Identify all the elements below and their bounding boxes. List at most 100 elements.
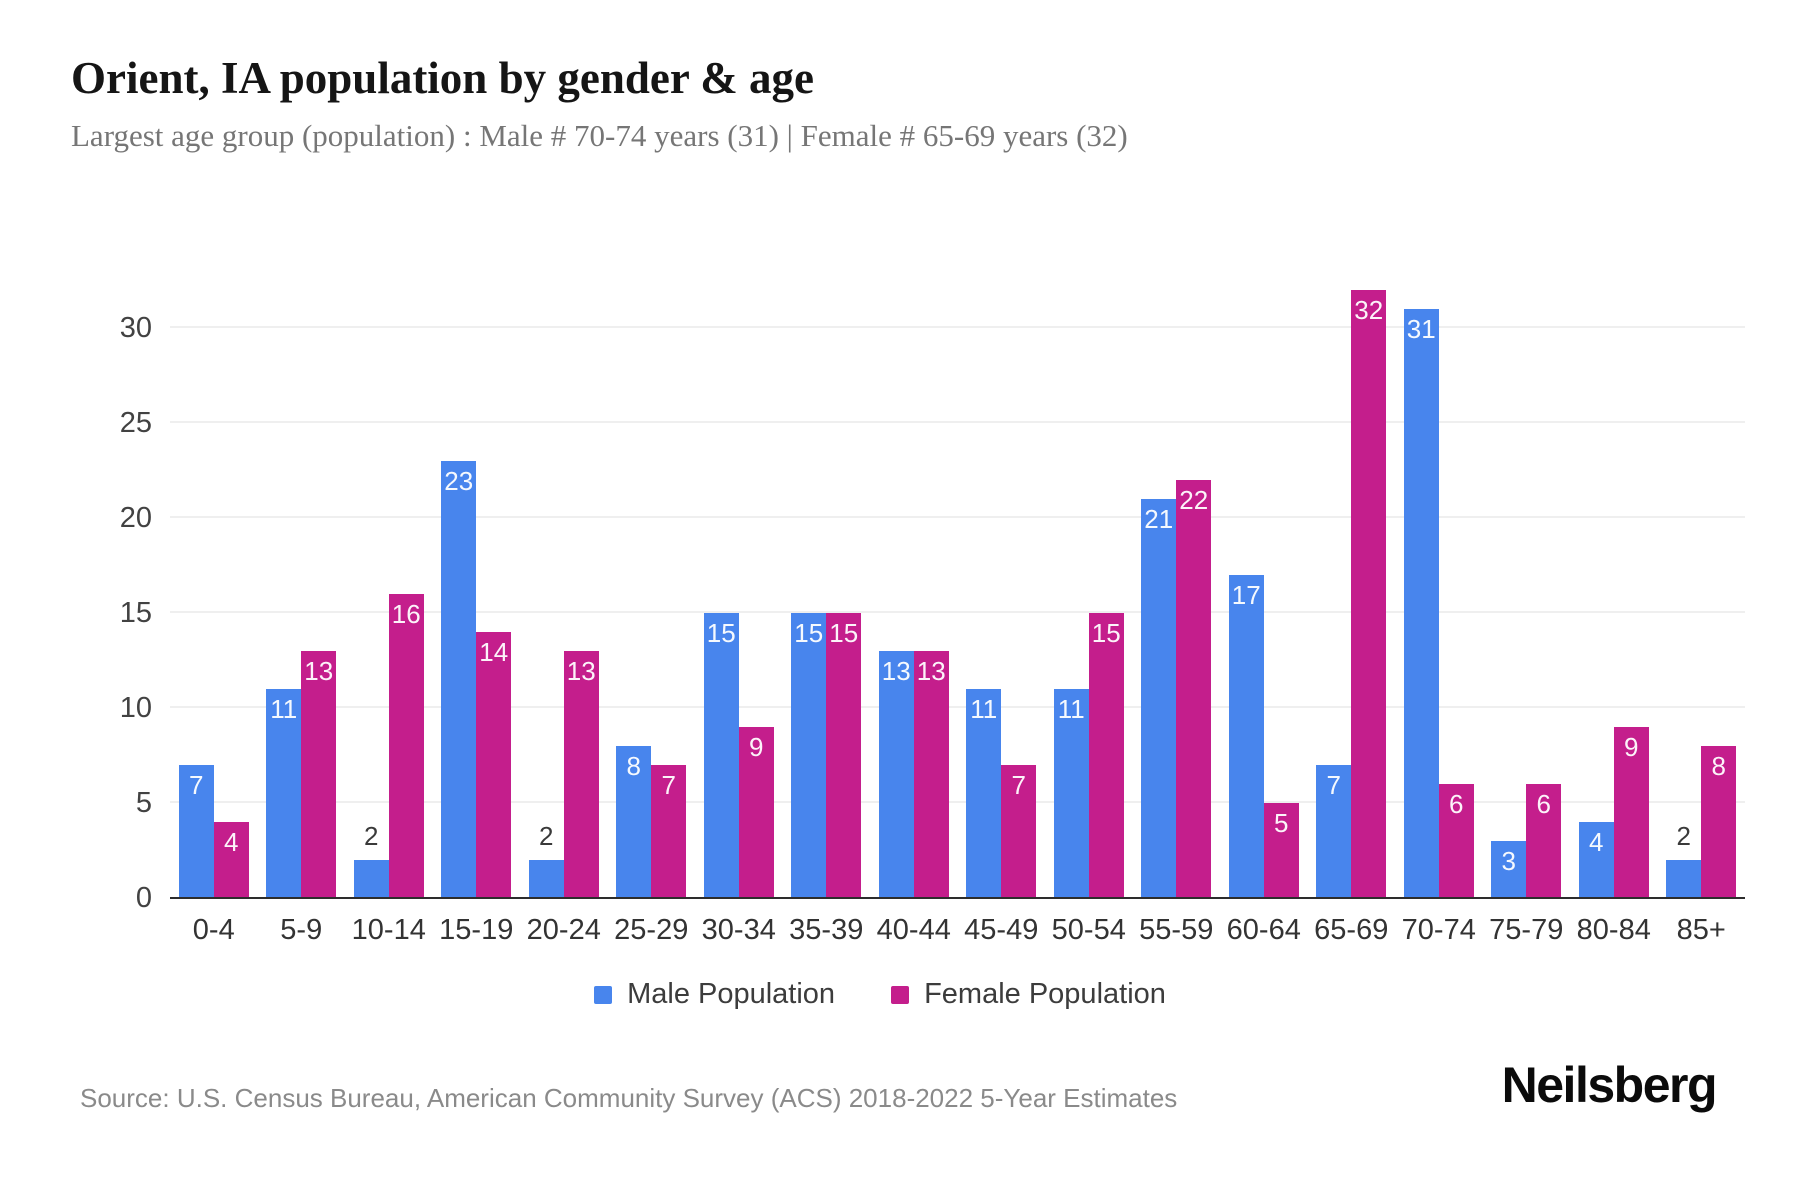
male-bar-65-69[interactable]: 7 xyxy=(1316,765,1352,898)
plot-area: 0 5 10 15 20 25 30 7 4 0-4 11 13 5-9 2 16 10-14 23 14 15-… xyxy=(120,260,1746,946)
bar-value-label: 11 xyxy=(1057,694,1085,724)
bar-group-10-14: 2 16 10-14 xyxy=(345,260,433,946)
female-bar-60-64[interactable]: 5 xyxy=(1263,803,1299,898)
gridline-5 xyxy=(170,801,1745,803)
male-bar-10-14[interactable]: 2 xyxy=(353,821,389,898)
female-bar-80-84[interactable]: 9 xyxy=(1613,727,1649,898)
x-tick-label-60-64: 60-64 xyxy=(1226,914,1301,946)
bar-group-70-74: 31 6 70-74 xyxy=(1395,260,1483,946)
female-bar-55-59[interactable]: 22 xyxy=(1176,480,1212,898)
y-tick-label-20: 20 xyxy=(119,502,152,534)
x-tick-label-30-34: 30-34 xyxy=(701,914,776,946)
x-tick-label-0-4: 0-4 xyxy=(192,914,235,946)
source-text: Source: U.S. Census Bureau, American Com… xyxy=(80,1083,1178,1113)
bar-value-label: 11 xyxy=(270,694,298,724)
bar-value-label: 32 xyxy=(1354,295,1384,325)
female-bar-30-34[interactable]: 9 xyxy=(738,727,774,898)
bar-value-label: 7 xyxy=(1011,770,1026,800)
bar-group-55-59: 21 22 55-59 xyxy=(1133,260,1221,946)
bar-value-label: 13 xyxy=(916,656,946,686)
gridline-20 xyxy=(170,516,1745,518)
x-tick-label-70-74: 70-74 xyxy=(1401,914,1476,946)
y-tick-label-25: 25 xyxy=(119,407,152,439)
male-bar-5-9[interactable]: 11 xyxy=(266,689,302,898)
y-tick-label-10: 10 xyxy=(119,692,152,724)
female-bar-5-9[interactable]: 13 xyxy=(301,651,337,898)
bar-group-45-49: 11 7 45-49 xyxy=(958,260,1046,946)
bar-value-label: 7 xyxy=(1326,770,1341,800)
bar-value-label: 22 xyxy=(1179,485,1209,515)
female-bar-15-19[interactable]: 14 xyxy=(476,632,512,898)
legend-label: Female Population xyxy=(924,978,1166,1010)
bar-group-85+: 2 8 85+ xyxy=(1658,260,1746,946)
chart-subtitle: Largest age group (population) : Male # … xyxy=(71,118,1128,153)
bar-value-label: 3 xyxy=(1501,846,1516,876)
male-bar-60-64[interactable]: 17 xyxy=(1228,575,1264,898)
bar-value-label: 31 xyxy=(1406,314,1436,344)
x-tick-label-35-39: 35-39 xyxy=(789,914,864,946)
female-bar-10-14[interactable]: 16 xyxy=(388,594,424,898)
female-bar-20-24[interactable]: 13 xyxy=(563,651,599,898)
male-bar-70-74[interactable]: 31 xyxy=(1403,309,1439,898)
gridline-15 xyxy=(170,611,1745,613)
bar-value-label: 5 xyxy=(1274,808,1289,838)
bar-group-15-19: 23 14 15-19 xyxy=(433,260,521,946)
female-bar-35-39[interactable]: 15 xyxy=(826,613,862,898)
male-bar-20-24[interactable]: 2 xyxy=(528,821,564,898)
bar-value-label: 13 xyxy=(881,656,911,686)
bar-value-label: 9 xyxy=(749,732,764,762)
bar-value-label: 14 xyxy=(479,637,509,667)
bar-value-label: 11 xyxy=(970,694,998,724)
bar-group-75-79: 3 6 75-79 xyxy=(1483,260,1571,946)
female-bar-45-49[interactable]: 7 xyxy=(1001,765,1037,898)
x-tick-label-80-84: 80-84 xyxy=(1576,914,1651,946)
male-bar-40-44[interactable]: 13 xyxy=(878,651,914,898)
female-bar-40-44[interactable]: 13 xyxy=(913,651,949,898)
gridline-30 xyxy=(170,326,1745,328)
male-bar-50-54[interactable]: 11 xyxy=(1053,689,1089,898)
female-bar-85+[interactable]: 8 xyxy=(1701,746,1737,898)
female-bar-0-4[interactable]: 4 xyxy=(213,822,249,898)
male-bar-85+[interactable]: 2 xyxy=(1666,821,1702,898)
bar-value-label: 6 xyxy=(1449,789,1464,819)
x-tick-label-15-19: 15-19 xyxy=(439,914,514,946)
bar-value-label: 15 xyxy=(794,618,824,648)
male-bar-30-34[interactable]: 15 xyxy=(703,613,739,898)
male-bar-0-4[interactable]: 7 xyxy=(178,765,214,898)
bar-value-label: 6 xyxy=(1536,789,1551,819)
neilsberg-logo: Neilsberg xyxy=(1501,1057,1718,1113)
y-tick-label-15: 15 xyxy=(119,597,152,629)
male-bar-55-59[interactable]: 21 xyxy=(1141,499,1177,898)
male-bar-75-79[interactable]: 3 xyxy=(1491,841,1527,898)
y-tick-label-5: 5 xyxy=(135,787,152,819)
legend: Male Population Female Population xyxy=(0,978,1760,1011)
female-bar-75-79[interactable]: 6 xyxy=(1526,784,1562,898)
y-tick-label-0: 0 xyxy=(135,882,152,914)
male-bar-25-29[interactable]: 8 xyxy=(616,746,652,898)
female-bar-65-69[interactable]: 32 xyxy=(1351,290,1387,898)
legend-swatch-icon xyxy=(891,985,910,1004)
x-tick-label-75-79: 75-79 xyxy=(1489,914,1564,946)
male-bar-35-39[interactable]: 15 xyxy=(791,613,827,898)
female-bar-70-74[interactable]: 6 xyxy=(1438,784,1474,898)
bar-value-label: 8 xyxy=(1711,751,1726,781)
female-bar-25-29[interactable]: 7 xyxy=(651,765,687,898)
bar-value-label: 4 xyxy=(224,827,239,857)
bar-group-40-44: 13 13 40-44 xyxy=(870,260,958,946)
x-tick-label-85+: 85+ xyxy=(1676,914,1726,946)
bar-group-65-69: 7 32 65-69 xyxy=(1308,260,1396,946)
x-tick-label-55-59: 55-59 xyxy=(1139,914,1214,946)
bar-value-label: 23 xyxy=(444,466,474,496)
male-bar-45-49[interactable]: 11 xyxy=(966,689,1002,898)
x-axis-line xyxy=(170,897,1745,899)
female-bar-50-54[interactable]: 15 xyxy=(1088,613,1124,898)
page-title: Orient, IA population by gender & age xyxy=(71,53,814,103)
bar-group-30-34: 15 9 30-34 xyxy=(695,260,783,946)
bar-value-label: 2 xyxy=(539,821,554,851)
male-bar-15-19[interactable]: 23 xyxy=(441,461,477,898)
male-bar-80-84[interactable]: 4 xyxy=(1578,822,1614,898)
bar-value-label: 13 xyxy=(304,656,334,686)
bar-value-label: 15 xyxy=(1091,618,1121,648)
gridline-25 xyxy=(170,421,1745,423)
bar-group-35-39: 15 15 35-39 xyxy=(783,260,871,946)
